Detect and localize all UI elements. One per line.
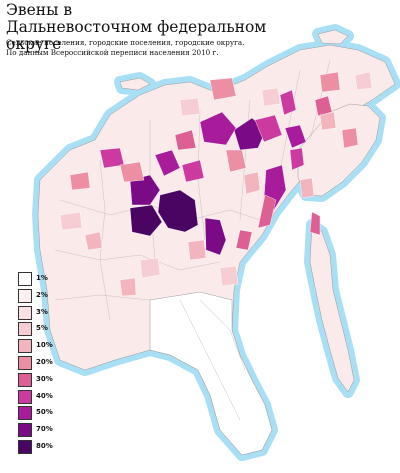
- legend-swatch: [18, 356, 32, 370]
- legend-item: 50%: [18, 406, 78, 421]
- legend-label: 20%: [36, 358, 53, 366]
- legend-item: 2%: [18, 288, 78, 303]
- legend-label: 2%: [36, 290, 48, 299]
- legend-label: 30%: [36, 374, 53, 383]
- legend-swatch: [18, 440, 32, 454]
- legend-swatch: [18, 288, 32, 303]
- map-subtitle-line-1: Сельские поселения, городские поселения,…: [6, 38, 245, 47]
- legend-label: 40%: [36, 391, 53, 400]
- legend-label: 70%: [36, 425, 53, 434]
- legend-label: 50%: [36, 408, 53, 417]
- map-title: Эвены в Дальневосточном федеральном окру…: [6, 2, 306, 53]
- legend-label: 1%: [36, 274, 48, 282]
- legend-swatch: [18, 305, 32, 320]
- legend-item: 70%: [18, 423, 78, 438]
- legend-swatch: [18, 406, 32, 421]
- legend-swatch: [18, 339, 32, 354]
- legend-item: 1%: [18, 272, 78, 286]
- map-title-line-2: Дальневосточном федеральном округе: [6, 18, 267, 53]
- legend-swatch: [18, 423, 32, 438]
- legend-item: 30%: [18, 372, 78, 387]
- legend-item: 80%: [18, 440, 78, 454]
- legend-label: 3%: [36, 307, 48, 316]
- legend-label: 10%: [36, 341, 53, 350]
- map-legend: 1% 2% 3% 5% 10% 20% 30% 40% 50% 70% 80%: [18, 272, 78, 456]
- district-shading: [59, 71, 373, 297]
- south-region: [149, 291, 273, 456]
- map-subtitle: Сельские поселения, городские поселения,…: [6, 38, 306, 58]
- legend-swatch: [18, 372, 32, 387]
- legend-label: 80%: [36, 442, 53, 450]
- legend-item: 3%: [18, 305, 78, 320]
- sakhalin-island: [309, 224, 355, 393]
- map-title-line-1: Эвены в: [6, 1, 73, 19]
- legend-item: 40%: [18, 389, 78, 404]
- legend-item: 20%: [18, 356, 78, 370]
- novosibirsk-islands: [119, 77, 151, 91]
- wrangel-island: [317, 29, 349, 45]
- legend-item: 5%: [18, 322, 78, 337]
- map-subtitle-line-2: По данным Всероссийской переписи населен…: [6, 48, 219, 57]
- legend-item: 10%: [18, 339, 78, 354]
- legend-label: 5%: [36, 324, 48, 333]
- legend-swatch: [18, 389, 32, 404]
- legend-swatch: [18, 272, 32, 286]
- legend-swatch: [18, 322, 32, 337]
